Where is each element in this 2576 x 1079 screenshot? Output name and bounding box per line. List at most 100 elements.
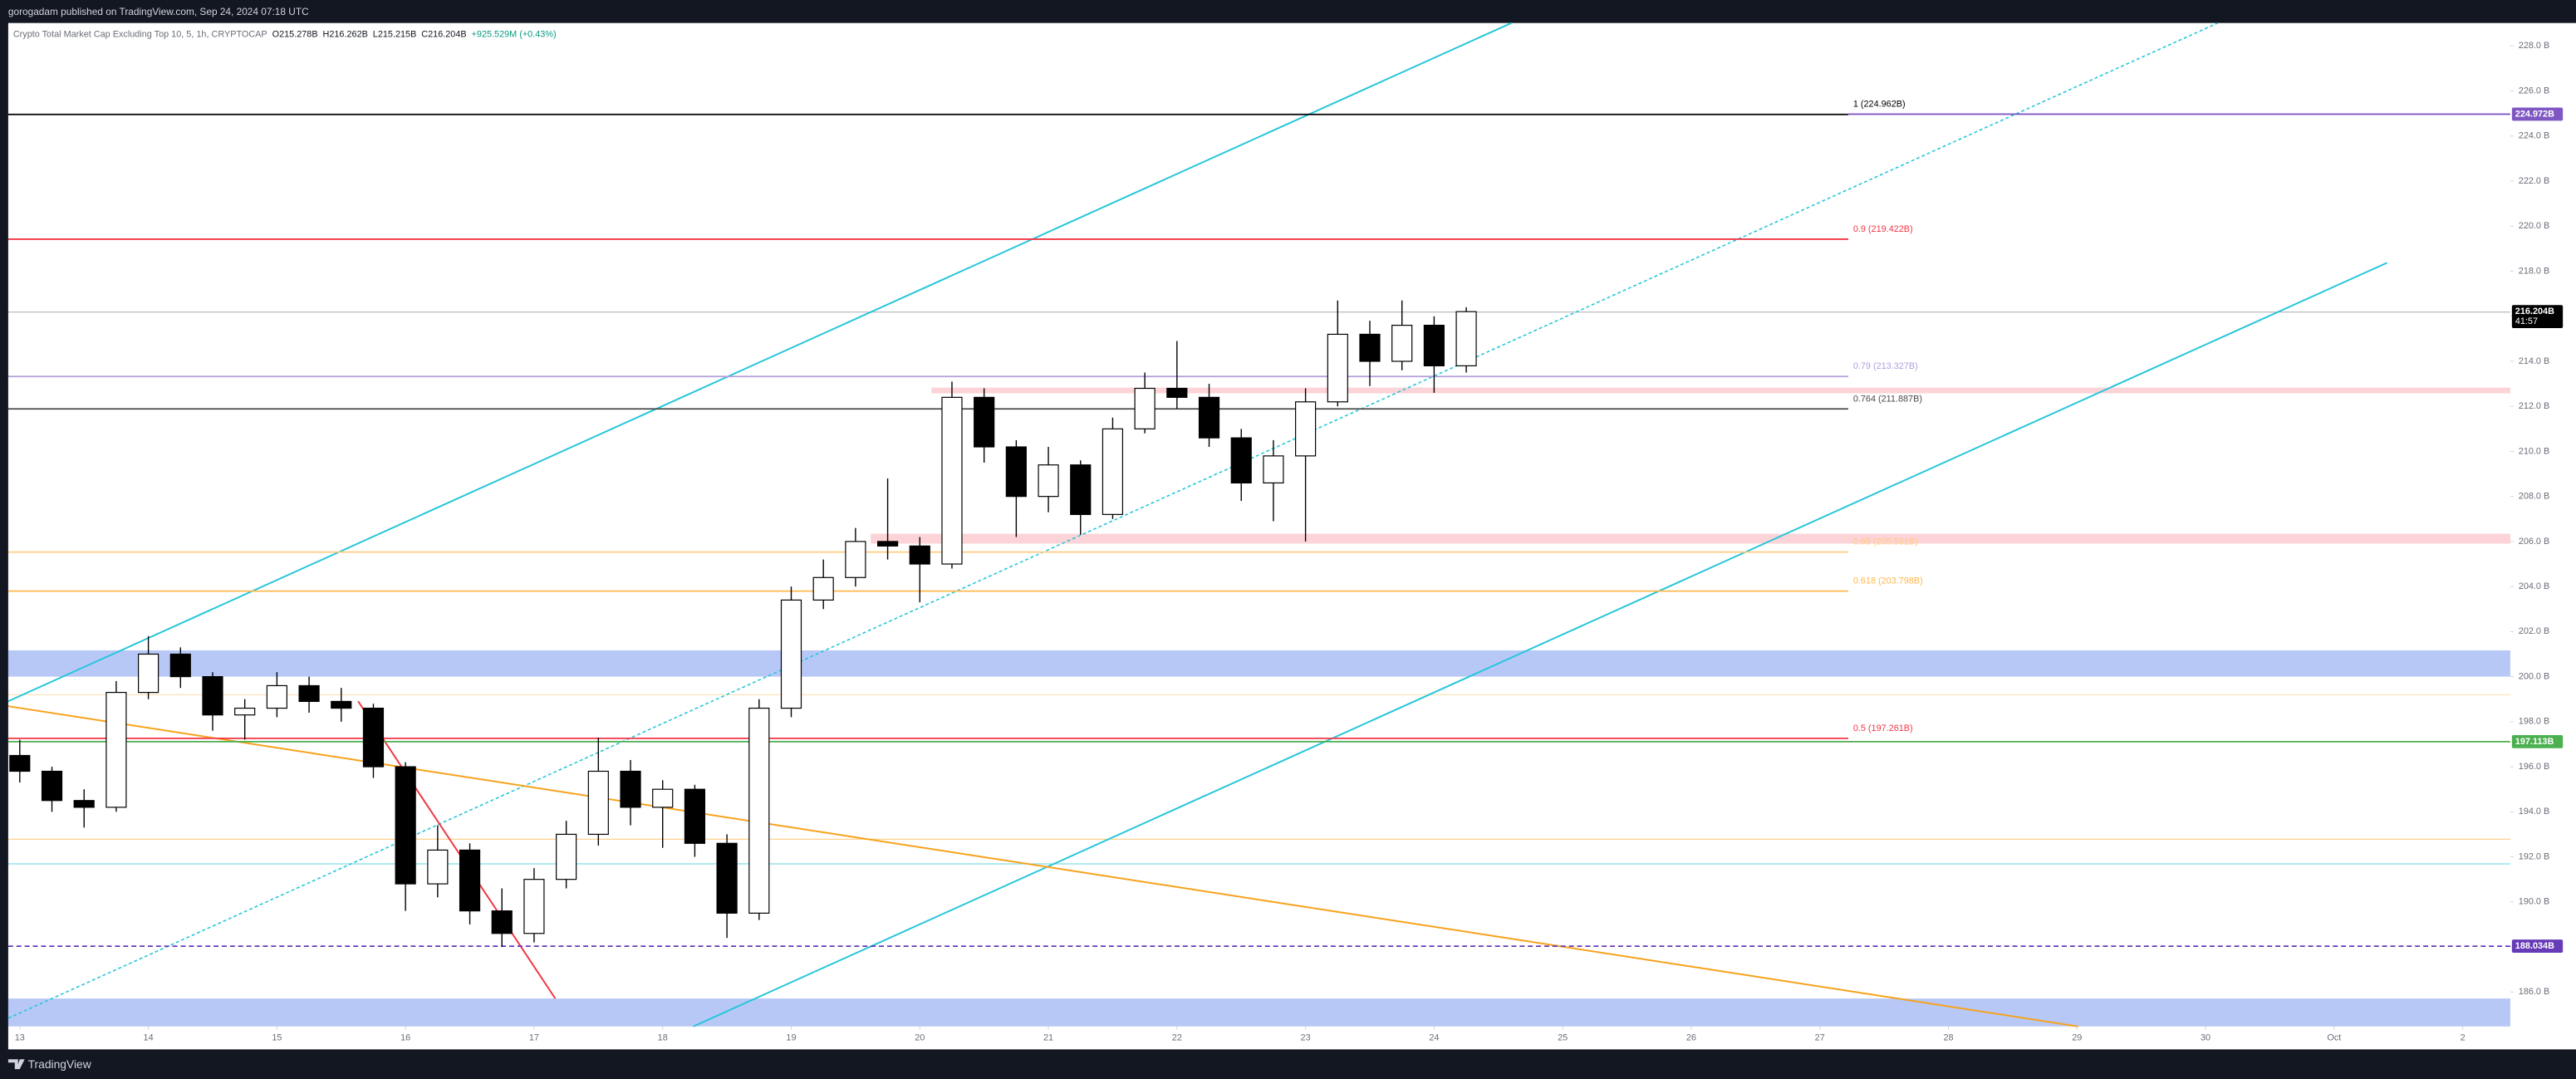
candle-body [1198, 396, 1220, 439]
x-tick-label: 2 [2461, 1032, 2466, 1042]
channel-midline [7, 22, 2219, 1019]
candle-body [41, 770, 63, 802]
candle-body [298, 684, 320, 703]
ohlc-value: O215.278B [272, 29, 318, 39]
fib-level-label: 0.65 (205.531B) [1853, 537, 1918, 547]
fib-level-label: 0.618 (203.798B) [1853, 576, 1923, 586]
y-tick-label: 206.0 B [2519, 537, 2549, 547]
brand-logo [7, 1059, 25, 1070]
x-tick-label: 17 [529, 1032, 539, 1042]
x-tick-label: 23 [1301, 1032, 1311, 1042]
candle-body [1391, 324, 1413, 362]
chart-legend: Crypto Total Market Cap Excluding Top 10… [13, 29, 557, 39]
x-tick-label: 30 [2201, 1032, 2210, 1042]
channel-line [693, 262, 2387, 1028]
candle-body [876, 541, 899, 547]
fib-level-label: 0.5 (197.261B) [1853, 723, 1913, 733]
y-tick-label: 190.0 B [2519, 897, 2549, 907]
candle-body [909, 545, 930, 565]
candle-body [1038, 464, 1059, 498]
ohlc-value: L215.215B [373, 29, 417, 39]
candle-body [1230, 437, 1252, 483]
candle-body [780, 599, 802, 709]
ohlc-value: C216.204B [421, 29, 466, 39]
candle-body [138, 653, 159, 694]
x-tick-label: 19 [786, 1032, 796, 1042]
resistance-zone [931, 387, 2510, 394]
candle-body [266, 684, 287, 709]
price-tag-label: 224.972B [2515, 109, 2554, 119]
resistance-zone [871, 533, 2510, 544]
drawings [7, 22, 2510, 1028]
candle-body [845, 541, 866, 578]
y-tick-label: 192.0 B [2519, 851, 2549, 861]
x-tick-label: 21 [1043, 1032, 1053, 1042]
publish-info: gorogadam published on TradingView.com, … [8, 6, 309, 17]
support-zone [7, 998, 2510, 1027]
candle-body [716, 842, 738, 914]
candle-body [331, 700, 352, 709]
channel-line [7, 22, 1512, 703]
fib-level-label: 0.764 (211.887B) [1853, 394, 1922, 404]
candle-body [684, 788, 705, 844]
candle-body [1327, 333, 1348, 403]
y-tick-label: 200.0 B [2519, 671, 2549, 681]
x-tick-label: 22 [1172, 1032, 1182, 1042]
y-tick-label: 226.0 B [2519, 86, 2549, 96]
brand-name: TradingView [28, 1057, 92, 1071]
y-tick-label: 204.0 B [2519, 581, 2549, 591]
candle-body [202, 676, 223, 716]
y-tick-label: 194.0 B [2519, 807, 2549, 817]
candle-body [491, 910, 513, 934]
candle-body [652, 788, 674, 808]
candle-body [169, 653, 191, 678]
x-tick-label: 15 [272, 1032, 282, 1042]
fib-level-label: 0.9 (219.422B) [1853, 224, 1913, 234]
price-tag [2511, 734, 2564, 748]
y-tick-label: 214.0 B [2519, 356, 2549, 366]
price-tag-label: 188.034B [2515, 941, 2554, 951]
y-tick-label: 218.0 B [2519, 266, 2549, 276]
trend-line [357, 700, 557, 999]
candle-body [1295, 401, 1317, 457]
y-tick-label: 228.0 B [2519, 41, 2549, 51]
candle-body [523, 879, 545, 934]
candle-body [1005, 446, 1027, 498]
price-tag [2511, 107, 2564, 121]
candle-body [1070, 464, 1092, 515]
candle-body [1455, 311, 1477, 366]
x-tick-label: 24 [1429, 1032, 1439, 1042]
candle-body [941, 396, 963, 565]
candle-body [105, 691, 127, 808]
candle-body [974, 396, 995, 448]
y-tick-label: 196.0 B [2519, 762, 2549, 772]
y-tick-label: 212.0 B [2519, 401, 2549, 411]
candle-body [1359, 333, 1381, 362]
x-tick-label: 28 [1943, 1032, 1953, 1042]
candle-body [1134, 387, 1156, 429]
symbol-title: Crypto Total Market Cap Excluding Top 10… [13, 29, 267, 39]
price-tag-countdown: 41:57 [2515, 316, 2538, 326]
x-tick-label: 18 [658, 1032, 668, 1042]
ohlc-value: +925.529M (+0.43%) [472, 29, 557, 39]
x-tick-label: 26 [1686, 1032, 1696, 1042]
candle-body [748, 707, 770, 914]
x-tick-label: 14 [144, 1032, 154, 1042]
x-tick-label: 16 [400, 1032, 410, 1042]
candle-body [73, 800, 95, 808]
y-tick-label: 222.0 B [2519, 176, 2549, 186]
y-tick-label: 202.0 B [2519, 626, 2549, 636]
candle-body [234, 707, 256, 716]
candle-body [427, 849, 449, 885]
price-tag [2511, 305, 2564, 328]
x-tick-label: 20 [915, 1032, 925, 1042]
candle-body [812, 576, 834, 601]
y-tick-label: 208.0 B [2519, 492, 2549, 502]
candle-body [620, 770, 641, 808]
y-tick-label: 186.0 B [2519, 987, 2549, 997]
x-tick-label: 13 [15, 1032, 25, 1042]
trend-line [7, 705, 2078, 1028]
y-tick-label: 224.0 B [2519, 131, 2549, 141]
